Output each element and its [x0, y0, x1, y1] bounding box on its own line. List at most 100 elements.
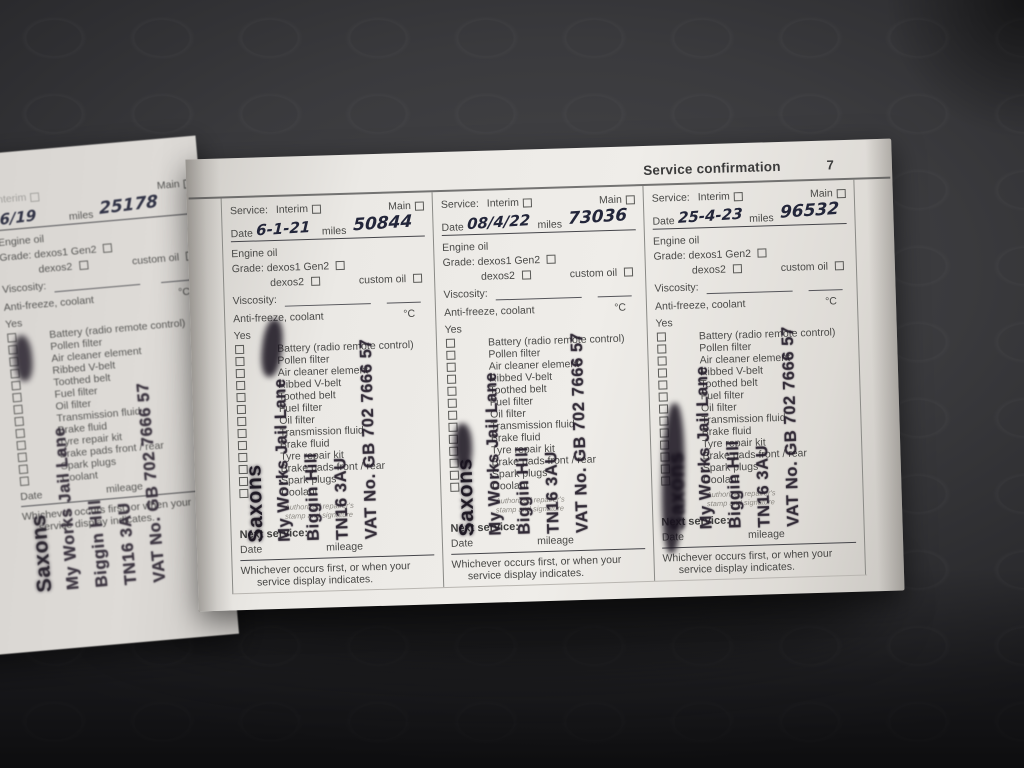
celsius-label: °C — [403, 307, 416, 320]
miles-label: miles — [321, 224, 347, 238]
grade-label: Grade: — [0, 249, 32, 265]
service-record-2: Service: Interim Main Date 08/4/22 miles… — [432, 185, 656, 588]
dexos1-label: dexos1 Gen2 — [477, 254, 541, 269]
checkbox-icon — [234, 345, 245, 355]
service-checklist: Battery (radio remote control) Pollen fil… — [6, 315, 218, 488]
interim-option: Interim — [275, 202, 322, 217]
checkbox-icon — [447, 399, 457, 409]
dexos1-checkbox-icon — [335, 260, 346, 271]
service-label: Service: — [651, 191, 690, 205]
date-label: Date — [441, 221, 464, 234]
grade-row-2: dexos2 custom oil — [232, 273, 426, 291]
viscosity-blank-line — [706, 282, 793, 294]
custom-oil-checkbox-icon — [623, 267, 634, 277]
grade-label: Grade: — [442, 256, 475, 270]
stamp-caption: Authorized repairer's stamp and signatur… — [706, 486, 854, 509]
checkbox-icon — [447, 387, 457, 397]
checklist-item-label: Fuel filter — [278, 401, 323, 415]
stamp-caption: Authorized repairer's stamp and signatur… — [496, 492, 644, 515]
main-label: Main — [598, 193, 623, 207]
antifreeze-row: Anti-freeze, coolant °C — [655, 295, 849, 313]
checklist-item-label: Toothed belt — [278, 389, 336, 403]
checkbox-icon — [18, 464, 29, 475]
checkbox-icon — [446, 363, 456, 373]
mileage-label: mileage — [747, 528, 785, 542]
custom-oil-option: custom oil — [359, 273, 427, 287]
custom-oil-checkbox-icon — [412, 273, 423, 284]
handwritten-miles: 73036 — [568, 205, 629, 230]
checkbox-icon — [13, 405, 24, 415]
grade-row-2: dexos2 custom oil — [443, 266, 637, 284]
viscosity-blank-line — [284, 294, 371, 307]
corner-shade — [884, 0, 1024, 140]
viscosity-blank-line — [53, 275, 141, 292]
checkbox-icon — [445, 339, 456, 349]
checkbox-icon — [658, 404, 669, 415]
viscosity-label: Viscosity: — [654, 281, 699, 296]
service-confirmation-page: Service confirmation 7 Service: Interim … — [185, 138, 905, 612]
handwritten-miles: 96532 — [779, 199, 840, 223]
temperature-blank-line — [386, 293, 421, 304]
custom-oil-label: custom oil — [358, 273, 407, 287]
checkbox-icon — [446, 375, 457, 385]
dexos2-label: dexos2 — [269, 276, 305, 290]
main-option: Main — [599, 193, 635, 206]
interim-label: Interim — [486, 196, 520, 210]
temperature-blank-line — [808, 280, 843, 291]
checkbox-icon — [657, 356, 667, 367]
checkbox-icon — [237, 429, 247, 439]
viscosity-row: Viscosity: — [443, 284, 637, 302]
service-checklist: Battery (radio remote control) Pollen fil… — [656, 326, 855, 488]
service-label: Service: — [440, 197, 480, 212]
footer-note: Whichever occurs first, or when your ser… — [451, 553, 646, 583]
checkbox-icon — [238, 465, 248, 475]
interim-checkbox-icon — [522, 197, 533, 208]
service-records: Service: Interim Main Date 6-1-21 miles … — [220, 179, 868, 595]
celsius-label: °C — [824, 294, 838, 308]
date-label: Date — [19, 489, 43, 504]
checkbox-icon — [236, 393, 246, 403]
checkbox-icon — [657, 368, 668, 379]
viscosity-row: Viscosity: — [233, 290, 427, 308]
handwritten-miles: 50844 — [352, 211, 413, 236]
checklist-item-label: Toothed belt — [489, 382, 547, 397]
checkbox-icon — [449, 471, 460, 481]
antifreeze-label: Anti-freeze, coolant — [3, 293, 95, 314]
checkbox-icon — [658, 392, 668, 403]
checkbox-icon — [446, 351, 456, 361]
checkbox-icon — [16, 440, 27, 451]
dexos2-label: dexos2 — [480, 270, 516, 284]
date-miles-row: Date 08/4/22 miles 73036 — [441, 205, 636, 236]
next-service-row: Date mileage — [450, 532, 646, 555]
ink-smudge — [453, 423, 473, 470]
handwritten-date: 08/4/22 — [466, 210, 531, 233]
checkbox-icon — [239, 489, 249, 499]
handwritten-date: 6/19 — [0, 205, 37, 229]
handwritten-date: 25-4-23 — [677, 204, 744, 227]
interim-checkbox-icon — [733, 191, 743, 201]
main-checkbox-icon — [625, 194, 635, 205]
dexos2-option: dexos2 — [269, 276, 321, 290]
checkbox-icon — [236, 405, 247, 415]
viscosity-label: Viscosity: — [443, 288, 488, 302]
miles-label: miles — [537, 218, 563, 231]
date-label: Date — [239, 543, 263, 557]
dexos2-checkbox-icon — [732, 264, 742, 274]
service-record-3: Service: Interim Main Date 25-4-23 miles… — [643, 179, 867, 581]
interim-checkbox-icon — [29, 191, 40, 202]
stamp-caption: Authorized repairer's stamp and signatur… — [285, 498, 433, 521]
checkbox-icon — [657, 344, 667, 355]
dexos2-option: dexos2 — [692, 263, 742, 277]
checkbox-icon — [17, 452, 28, 463]
celsius-label: °C — [614, 301, 627, 314]
grade-label: Grade: — [653, 249, 686, 263]
dexos2-option: dexos2 — [481, 270, 531, 284]
date-miles-row: Date 6-1-21 miles 50844 — [230, 211, 425, 243]
interim-label: Interim — [275, 202, 309, 216]
interim-label: Interim — [0, 191, 27, 207]
checkbox-icon — [236, 381, 246, 391]
dexos1-checkbox-icon — [546, 254, 557, 264]
interim-checkbox-icon — [311, 204, 322, 214]
checkbox-icon — [237, 417, 247, 427]
